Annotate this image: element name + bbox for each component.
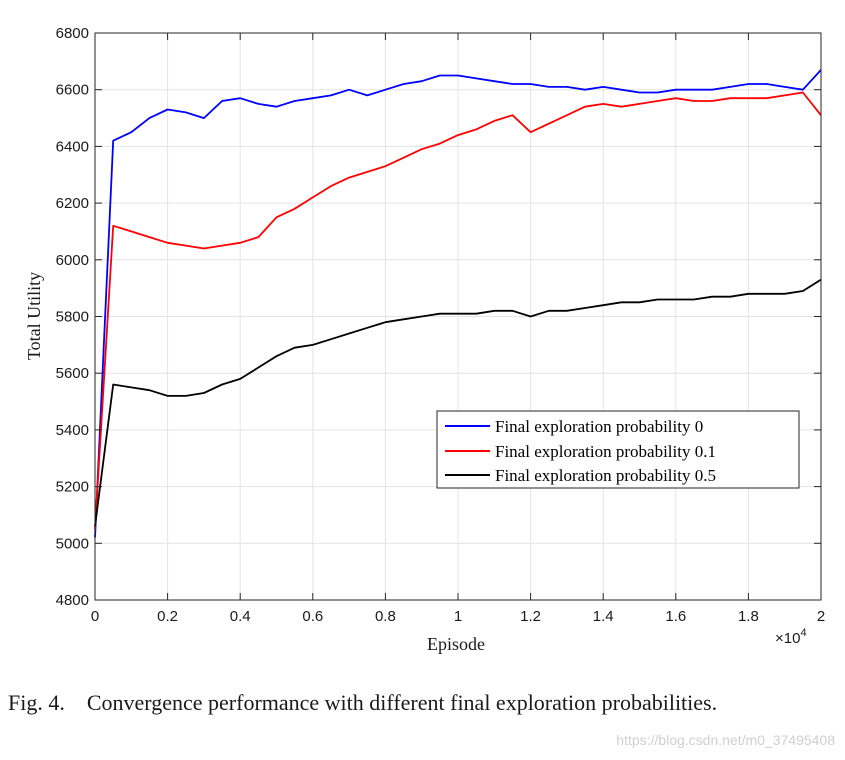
y-tick-label: 5800 (56, 309, 89, 326)
x-tick-label: 0 (91, 608, 99, 625)
legend: Final exploration probability 0 Final ex… (436, 410, 800, 489)
x-tick-labels: 0 0.2 0.4 0.6 0.8 1 1.2 1.4 1.6 1.8 2 (91, 608, 825, 625)
x-tick-label: 0.8 (375, 608, 396, 625)
figure-caption: Fig. 4. Convergence performance with diff… (8, 688, 838, 718)
x-axis-title: Episode (427, 634, 485, 654)
y-tick-label: 6000 (56, 252, 89, 269)
y-tick-label: 6400 (56, 138, 89, 155)
x-tick-label: 1 (454, 608, 462, 625)
x-tick-label: 2 (817, 608, 825, 625)
y-tick-label: 6600 (56, 82, 89, 99)
tick-marks (94, 32, 822, 601)
y-tick-label: 4800 (56, 592, 89, 609)
y-tick-labels: 4800 5000 5200 5400 5600 5800 6000 6200 6400 6600… (56, 25, 89, 609)
figure-caption-text: Convergence performance with different f… (86, 690, 718, 715)
x-tick-label: 1.8 (738, 608, 759, 625)
series-line-1 (94, 91, 822, 530)
legend-label-0: Final exploration probability 0 (495, 417, 703, 436)
series-line-2 (94, 278, 822, 527)
watermark: https://blog.csdn.net/m0_37495408 (616, 732, 835, 748)
x-tick-label: 1.4 (593, 608, 614, 625)
legend-label-2: Final exploration probability 0.5 (495, 466, 716, 485)
series-layer (94, 69, 822, 538)
y-tick-label: 5200 (56, 479, 89, 496)
legend-label-1: Final exploration probability 0.1 (495, 442, 716, 461)
x-multiplier: ×104 (775, 627, 807, 647)
x-tick-label: 0.4 (230, 608, 251, 625)
x-multiplier-exponent: 4 (800, 627, 806, 639)
x-multiplier-base: ×10 (775, 630, 800, 647)
figure-label: Fig. 4. (8, 690, 65, 715)
x-tick-label: 1.6 (665, 608, 686, 625)
x-tick-label: 0.6 (302, 608, 323, 625)
y-tick-label: 5000 (56, 535, 89, 552)
y-tick-label: 5400 (56, 422, 89, 439)
x-tick-label: 1.2 (520, 608, 541, 625)
y-tick-label: 5600 (56, 365, 89, 382)
x-tick-label: 0.2 (157, 608, 178, 625)
y-axis-title: Total Utility (24, 272, 44, 360)
y-tick-label: 6800 (56, 25, 89, 42)
legend-box (436, 410, 800, 489)
convergence-chart: 0 0.2 0.4 0.6 0.8 1 1.2 1.4 1.6 1.8 2 4800 5000 5200… (24, 25, 825, 654)
series-line-0 (94, 69, 822, 538)
y-tick-label: 6200 (56, 195, 89, 212)
